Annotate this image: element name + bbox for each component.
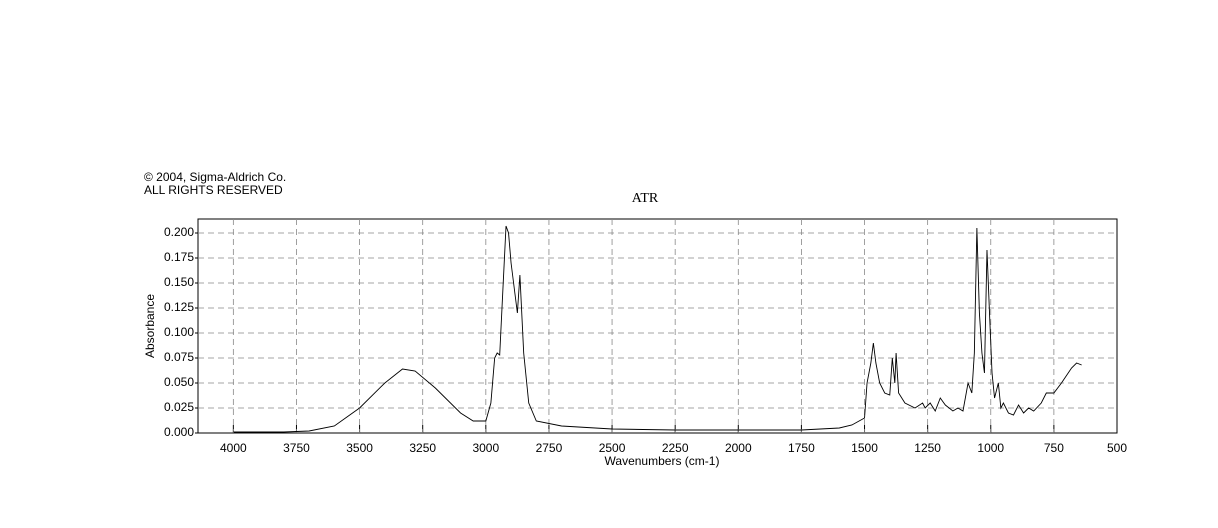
chart-title: ATR bbox=[632, 191, 659, 206]
x-tick-label: 1250 bbox=[914, 441, 941, 455]
x-tick-label: 750 bbox=[1044, 441, 1064, 455]
copyright: ALL RIGHTS RESERVED bbox=[144, 183, 283, 197]
x-tick-label: 1750 bbox=[788, 441, 815, 455]
x-axis-label: Wavenumbers (cm-1) bbox=[605, 454, 720, 468]
spectrum-line bbox=[233, 225, 1082, 433]
plot-frame bbox=[197, 218, 1118, 434]
y-tick-label: 0.200 bbox=[164, 225, 194, 239]
x-tick-label: 2500 bbox=[599, 441, 626, 455]
x-tick-label: 3000 bbox=[472, 441, 499, 455]
x-tick-label: 1000 bbox=[977, 441, 1004, 455]
x-tick-label: 2000 bbox=[725, 441, 752, 455]
y-axis-label: Absorbance bbox=[143, 294, 157, 358]
y-tick-label: 0.075 bbox=[164, 350, 194, 364]
y-tick-label: 0.025 bbox=[164, 400, 194, 414]
y-tick-label: 0.150 bbox=[164, 275, 194, 289]
y-tick-label: 0.050 bbox=[164, 375, 194, 389]
x-tick-label: 500 bbox=[1107, 441, 1127, 455]
x-tick-label: 3250 bbox=[409, 441, 436, 455]
y-tick-label: 0.100 bbox=[164, 325, 194, 339]
y-tick-label: 0.175 bbox=[164, 250, 194, 264]
x-tick-label: 3750 bbox=[283, 441, 310, 455]
copyright: © 2004, Sigma-Aldrich Co. bbox=[144, 170, 286, 184]
x-tick-label: 2250 bbox=[662, 441, 689, 455]
x-tick-label: 2750 bbox=[536, 441, 563, 455]
x-tick-label: 4000 bbox=[220, 441, 247, 455]
x-tick-label: 1500 bbox=[851, 441, 878, 455]
x-tick-label: 3500 bbox=[346, 441, 373, 455]
y-tick-label: 0.125 bbox=[164, 300, 194, 314]
y-tick-label: 0.000 bbox=[164, 425, 194, 439]
